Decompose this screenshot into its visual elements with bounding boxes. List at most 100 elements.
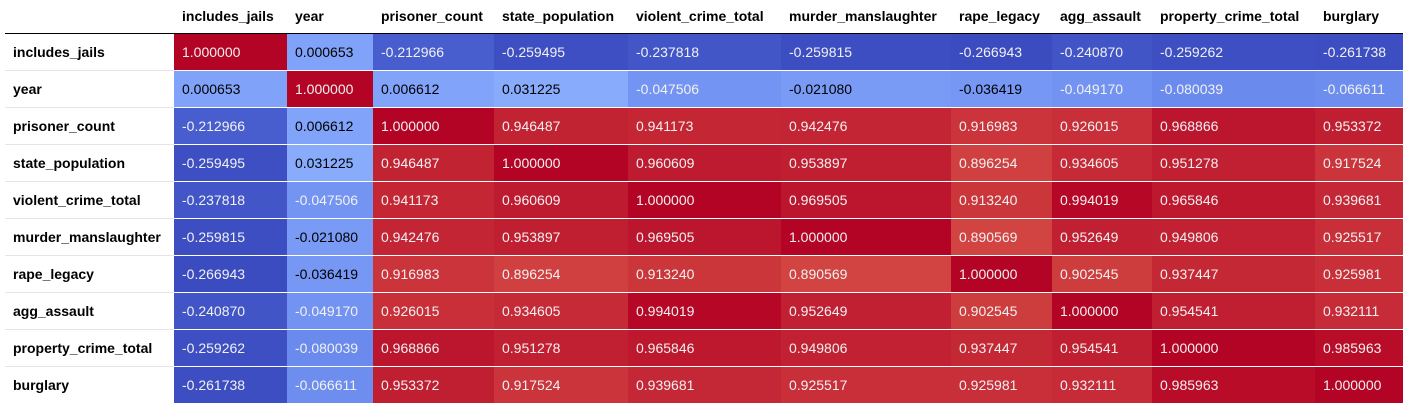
heatmap-cell: -0.259262 [1152, 33, 1315, 70]
heatmap-cell: -0.066611 [1315, 69, 1403, 107]
row-header-burglary: burglary [5, 365, 174, 403]
heatmap-cell: 0.000653 [287, 33, 373, 70]
heatmap-cell: 1.000000 [287, 69, 373, 107]
heatmap-cell: -0.036419 [287, 254, 373, 292]
heatmap-row: murder_manslaughter -0.259815 -0.021080 0.9… [5, 217, 1403, 255]
heatmap-cell: 1.000000 [494, 143, 628, 181]
heatmap-cell: -0.080039 [1152, 69, 1315, 107]
column-header-year: year [287, 0, 373, 34]
heatmap-cell: 0.925517 [1315, 217, 1403, 255]
heatmap-cell: 0.942476 [373, 217, 494, 255]
heatmap-cell: 0.006612 [287, 106, 373, 144]
row-header-property-crime-total: property_crime_total [5, 328, 174, 366]
heatmap-cell: 0.939681 [628, 365, 781, 403]
heatmap-cell: -0.066611 [287, 365, 373, 403]
heatmap-cell: 0.917524 [1315, 143, 1403, 181]
heatmap-row: burglary -0.261738 -0.066611 0.953372 0.9175… [5, 365, 1403, 403]
heatmap-row: year 0.000653 1.000000 0.006612 0.031225 -0.0… [5, 69, 1403, 107]
corner-header-cell [5, 0, 174, 34]
heatmap-cell: 1.000000 [1152, 328, 1315, 366]
heatmap-row: violent_crime_total -0.237818 -0.047506 0.9… [5, 180, 1403, 218]
heatmap-cell: -0.212966 [174, 106, 287, 144]
heatmap-cell: 0.953897 [494, 217, 628, 255]
heatmap-cell: -0.266943 [951, 33, 1052, 70]
heatmap-row: includes_jails 1.000000 0.000653 -0.212966-… [5, 33, 1403, 70]
heatmap-cell: 0.934605 [1052, 143, 1152, 181]
heatmap-cell: 0.954541 [1152, 291, 1315, 329]
heatmap-cell: 0.937447 [1152, 254, 1315, 292]
heatmap-cell: -0.212966 [373, 33, 494, 70]
column-header-agg-assault: agg_assault [1052, 0, 1152, 34]
heatmap-cell: 0.926015 [1052, 106, 1152, 144]
heatmap-cell: 0.942476 [781, 106, 951, 144]
heatmap-cell: 0.000653 [174, 69, 287, 107]
heatmap-cell: 1.000000 [951, 254, 1052, 292]
heatmap-body: includes_jails 1.000000 0.000653 -0.212966-… [5, 33, 1403, 403]
heatmap-cell: 1.000000 [373, 106, 494, 144]
heatmap-cell: 0.932111 [1052, 365, 1152, 403]
row-header-rape-legacy: rape_legacy [5, 254, 174, 292]
heatmap-cell: 0.951278 [1152, 143, 1315, 181]
heatmap-cell: 0.994019 [1052, 180, 1152, 218]
heatmap-cell: 0.960609 [628, 143, 781, 181]
column-header-property-crime-total: property_crime_total [1152, 0, 1315, 34]
column-header-includes-jails: includes_jails [174, 0, 287, 34]
heatmap-cell: 0.932111 [1315, 291, 1403, 329]
heatmap-row: prisoner_count -0.212966 0.006612 1.000000 0… [5, 106, 1403, 144]
column-header-violent-crime-total: violent_crime_total [628, 0, 781, 34]
heatmap-cell: 0.949806 [781, 328, 951, 366]
column-header-state-population: state_population [494, 0, 628, 34]
heatmap-cell: 0.890569 [951, 217, 1052, 255]
heatmap-cell: 0.890569 [781, 254, 951, 292]
heatmap-cell: -0.259815 [174, 217, 287, 255]
heatmap-cell: 0.953372 [1315, 106, 1403, 144]
row-header-year: year [5, 69, 174, 107]
row-header-state-population: state_population [5, 143, 174, 181]
heatmap-cell: -0.080039 [287, 328, 373, 366]
heatmap-cell: 1.000000 [1315, 365, 1403, 403]
heatmap-cell: 0.965846 [628, 328, 781, 366]
column-header-murder-manslaughter: murder_manslaughter [781, 0, 951, 34]
heatmap-cell: 0.941173 [373, 180, 494, 218]
heatmap-cell: -0.261738 [174, 365, 287, 403]
heatmap-cell: -0.047506 [287, 180, 373, 218]
heatmap-row: state_population -0.259495 0.031225 0.94648… [5, 143, 1403, 181]
heatmap-cell: 0.006612 [373, 69, 494, 107]
heatmap-cell: 0.031225 [287, 143, 373, 181]
heatmap-cell: 0.902545 [1052, 254, 1152, 292]
heatmap-cell: 0.917524 [494, 365, 628, 403]
column-header-burglary: burglary [1315, 0, 1403, 34]
heatmap-cell: -0.240870 [1052, 33, 1152, 70]
heatmap-cell: 0.925981 [951, 365, 1052, 403]
heatmap-cell: 0.941173 [628, 106, 781, 144]
heatmap-cell: -0.259495 [494, 33, 628, 70]
row-header-includes-jails: includes_jails [5, 33, 174, 70]
heatmap-cell: 0.916983 [373, 254, 494, 292]
heatmap-cell: -0.021080 [781, 69, 951, 107]
heatmap-cell: 0.985963 [1315, 328, 1403, 366]
heatmap-cell: 0.968866 [373, 328, 494, 366]
heatmap-cell: 0.946487 [494, 106, 628, 144]
heatmap-cell: 0.937447 [951, 328, 1052, 366]
heatmap-cell: 0.953897 [781, 143, 951, 181]
row-header-violent-crime-total: violent_crime_total [5, 180, 174, 218]
heatmap-cell: 0.954541 [1052, 328, 1152, 366]
heatmap-row: rape_legacy -0.266943 -0.036419 0.916983 0.8… [5, 254, 1403, 292]
heatmap-cell: -0.049170 [287, 291, 373, 329]
row-header-agg-assault: agg_assault [5, 291, 174, 329]
heatmap-cell: 0.925981 [1315, 254, 1403, 292]
heatmap-cell: -0.049170 [1052, 69, 1152, 107]
heatmap-cell: -0.036419 [951, 69, 1052, 107]
heatmap-cell: -0.047506 [628, 69, 781, 107]
correlation-heatmap-table: includes_jails year prisoner_count state_po… [5, 0, 1403, 403]
column-header-prisoner-count: prisoner_count [373, 0, 494, 34]
column-header-row: includes_jails year prisoner_count state_po… [5, 0, 1403, 34]
heatmap-cell: -0.237818 [174, 180, 287, 218]
heatmap-cell: 0.949806 [1152, 217, 1315, 255]
heatmap-cell: -0.021080 [287, 217, 373, 255]
heatmap-cell: 0.960609 [494, 180, 628, 218]
heatmap-row: property_crime_total -0.259262 -0.080039 0.… [5, 328, 1403, 366]
heatmap-cell: 0.896254 [494, 254, 628, 292]
heatmap-cell: -0.259495 [174, 143, 287, 181]
heatmap-cell: 0.969505 [628, 217, 781, 255]
